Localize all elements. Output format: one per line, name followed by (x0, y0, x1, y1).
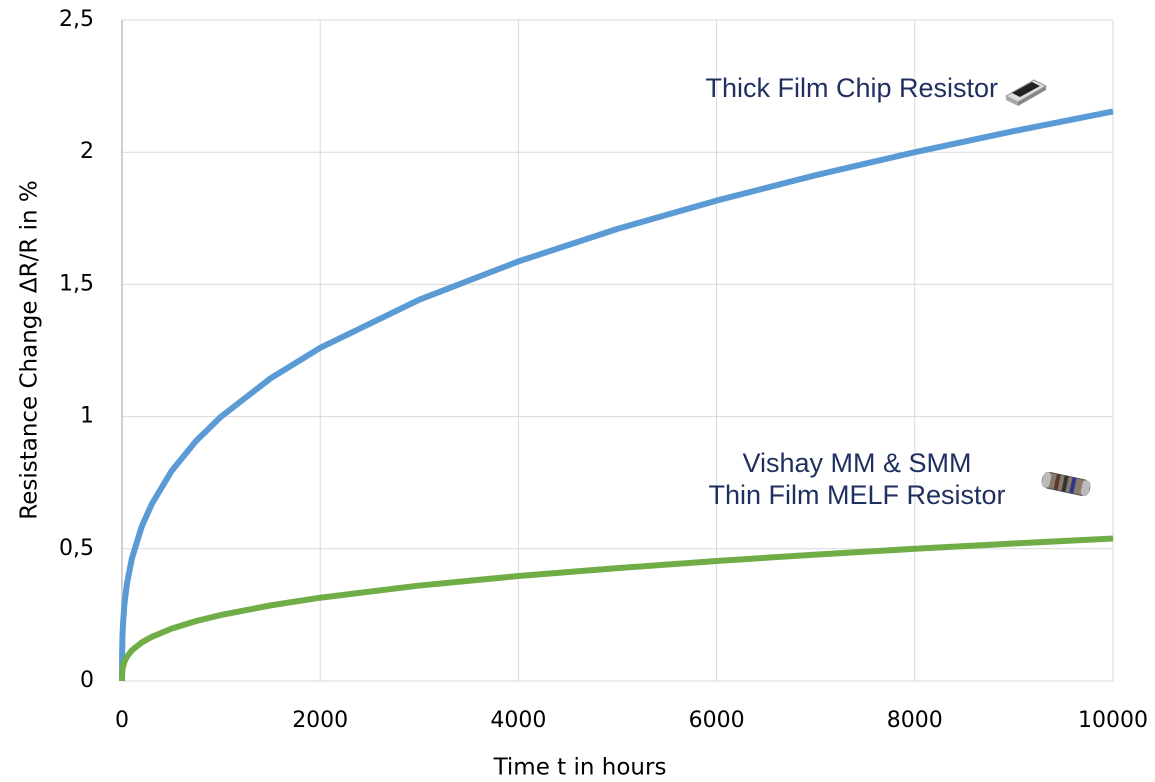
annotation: Vishay MM & SMM (742, 448, 971, 478)
y-tick-label: 2,5 (59, 7, 94, 32)
x-tick-label: 10000 (1078, 708, 1148, 733)
melf-icon (1041, 471, 1091, 497)
y-tick-label: 0,5 (59, 536, 94, 561)
x-tick-label: 4000 (490, 708, 546, 733)
annotation: Thin Film MELF Resistor (708, 480, 1005, 510)
y-tick-label: 0 (80, 668, 94, 693)
chip-icon (1004, 79, 1048, 106)
x-axis-label: Time t in hours (493, 755, 667, 781)
x-tick-label: 2000 (292, 708, 348, 733)
y-tick-label: 2 (80, 139, 94, 164)
y-tick-label: 1,5 (59, 271, 94, 296)
line-series (119, 108, 1114, 682)
x-tick-label: 6000 (689, 708, 745, 733)
y-tick-label: 1 (80, 404, 94, 429)
annotation: Thick Film Chip Resistor (705, 73, 998, 103)
x-tick-label: 0 (115, 708, 129, 733)
y-axis-label: Resistance Change ΔR/R in % (17, 180, 43, 520)
x-tick-label: 8000 (887, 708, 943, 733)
line-series (119, 535, 1114, 682)
